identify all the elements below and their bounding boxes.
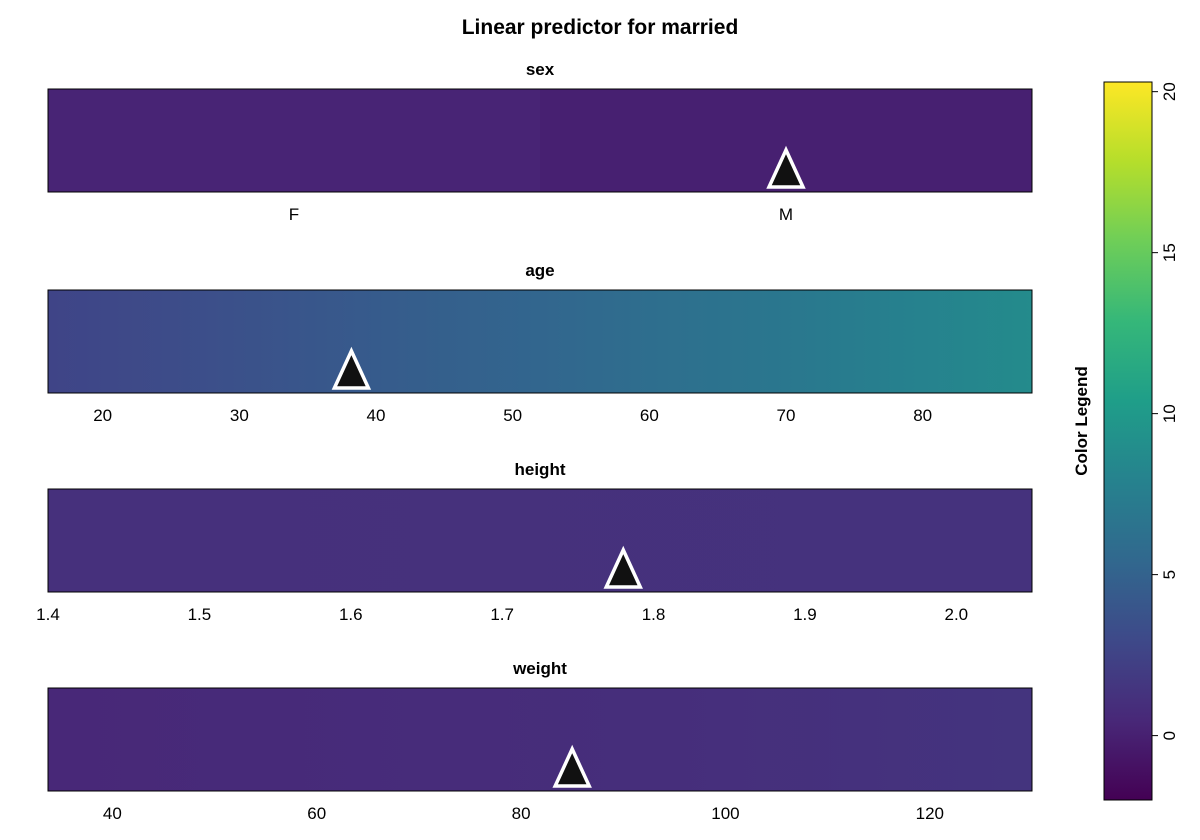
tick-label: F xyxy=(289,205,299,224)
value-marker xyxy=(766,145,806,189)
value-marker xyxy=(331,346,372,390)
tick-label: 1.9 xyxy=(793,605,817,624)
panel-title: height xyxy=(515,460,566,479)
legend-bar xyxy=(1103,81,1153,801)
panel-title: weight xyxy=(512,659,567,678)
panel-sex: sex F M xyxy=(47,60,1033,224)
tick-label: 1.4 xyxy=(36,605,60,624)
tick-label: 80 xyxy=(913,406,932,425)
tick-label: 2.0 xyxy=(944,605,968,624)
legend-tick-label: 20 xyxy=(1160,82,1179,101)
panel-age: age 20 30 40 50 60 70 80 xyxy=(47,261,1033,425)
legend-title: Color Legend xyxy=(1072,366,1091,476)
panel-border xyxy=(47,88,1033,193)
tick-label: 1.7 xyxy=(490,605,514,624)
tick-label: 50 xyxy=(503,406,522,425)
tick-label: 30 xyxy=(230,406,249,425)
tick-label: 100 xyxy=(711,804,739,823)
color-legend: 0 5 10 15 20 Color Legend xyxy=(1072,81,1179,801)
legend-tick-label: 0 xyxy=(1160,731,1179,740)
panel-weight: weight 40 60 80 100 120 xyxy=(47,659,1033,823)
panel-title: sex xyxy=(526,60,555,79)
legend-tick-label: 5 xyxy=(1160,570,1179,579)
tick-label: 40 xyxy=(367,406,386,425)
panel-height: height 1.4 1.5 1.6 1.7 1.8 1.9 2.0 xyxy=(36,460,1033,624)
heat-strip xyxy=(48,688,1032,791)
tick-label: 40 xyxy=(103,804,122,823)
tick-label: 80 xyxy=(512,804,531,823)
tick-label: 20 xyxy=(93,406,112,425)
panel-border xyxy=(47,488,1033,593)
legend-tick-label: 15 xyxy=(1160,243,1179,262)
value-marker xyxy=(603,545,643,589)
panel-title: age xyxy=(525,261,554,280)
chart-title: Linear predictor for married xyxy=(462,16,739,39)
panel-border xyxy=(47,687,1033,792)
heat-strip xyxy=(48,489,1032,592)
tick-label: 120 xyxy=(916,804,944,823)
value-marker xyxy=(552,744,592,788)
legend-tick-label: 10 xyxy=(1160,404,1179,423)
tick-label: 70 xyxy=(777,406,796,425)
tick-label: 60 xyxy=(640,406,659,425)
tick-label: M xyxy=(779,205,793,224)
panel-border xyxy=(47,289,1033,394)
tick-label: 1.5 xyxy=(188,605,212,624)
tick-label: 1.6 xyxy=(339,605,363,624)
heat-strip xyxy=(48,290,1032,393)
tick-label: 1.8 xyxy=(642,605,666,624)
tick-label: 60 xyxy=(307,804,326,823)
heat-cell xyxy=(48,89,541,192)
